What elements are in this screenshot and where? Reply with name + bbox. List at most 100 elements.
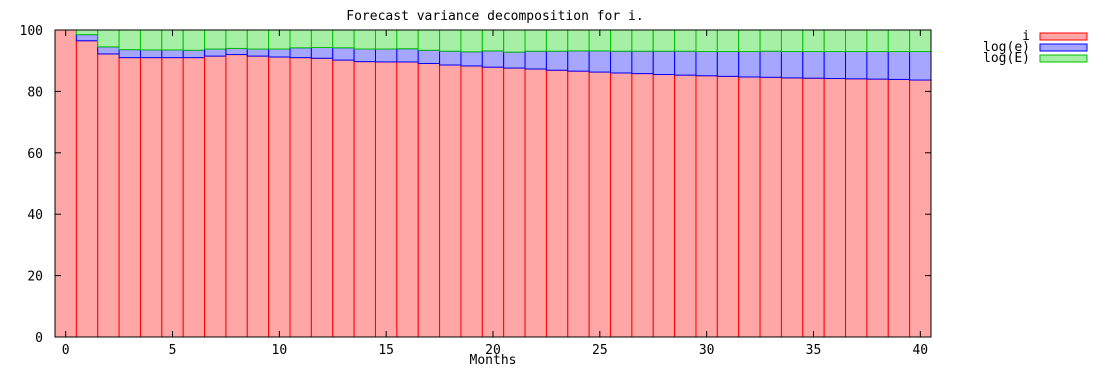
bar-segment-logE-6 [182, 29, 206, 51]
y-tick-label: 0 [35, 331, 43, 346]
bar-segment-i-27 [631, 73, 654, 338]
bar-segment-i-19 [460, 65, 483, 338]
y-tick-label: 60 [27, 147, 43, 162]
bar-segment-loge-20 [481, 50, 505, 68]
bar-segment-i-39 [887, 78, 911, 338]
bar-segment-i-0 [54, 29, 77, 338]
bar-segment-i-33 [759, 76, 782, 338]
bar-segment-i-3 [118, 57, 141, 338]
bar-segment-i-36 [823, 78, 847, 338]
legend-swatch [1039, 43, 1088, 52]
x-tick-label: 25 [592, 343, 608, 358]
bar-segment-loge-14 [353, 48, 376, 63]
bar-segment-i-10 [268, 56, 291, 338]
bar-segment-logE-19 [460, 29, 483, 53]
y-tick-label: 80 [27, 85, 43, 100]
bar-segment-i-28 [652, 74, 676, 338]
bar-segment-loge-21 [503, 51, 526, 69]
bar-segment-loge-31 [716, 50, 740, 77]
y-tick-label: 100 [20, 24, 43, 39]
bar-segment-i-22 [524, 68, 547, 338]
bar-segment-logE-17 [417, 29, 441, 51]
y-tick-label: 40 [27, 208, 43, 223]
bar-segment-loge-39 [887, 50, 911, 80]
bar-segment-loge-26 [610, 50, 633, 74]
bar-segment-logE-34 [780, 29, 804, 52]
bar-segment-loge-11 [289, 47, 312, 59]
bar-segment-loge-22 [524, 50, 547, 70]
bar-segment-loge-32 [738, 50, 761, 78]
bar-segment-i-21 [503, 67, 526, 338]
bar-segment-logE-29 [674, 29, 697, 52]
y-axis: 0 20 40 60 80 100 [20, 24, 931, 346]
bar-segment-loge-27 [631, 50, 654, 75]
bar-segment-logE-4 [139, 29, 163, 51]
bar-segment-logE-13 [332, 29, 355, 49]
bar-segment-loge-17 [417, 49, 441, 64]
bar-segment-loge-6 [182, 49, 206, 59]
bar-segment-i-8 [225, 54, 248, 338]
bar-segment-loge-25 [588, 50, 612, 73]
bar-segment-i-4 [139, 57, 163, 338]
bar-segment-logE-18 [439, 29, 462, 52]
bar-segment-logE-38 [866, 29, 889, 52]
bar-segment-i-12 [310, 57, 334, 338]
bar-segment-logE-8 [225, 29, 248, 49]
bar-segment-i-15 [374, 61, 398, 338]
bar-segment-loge-13 [332, 47, 355, 61]
bar-segment-i-7 [204, 55, 227, 338]
bar-segment-loge-18 [439, 50, 462, 66]
bar-segment-logE-22 [524, 29, 547, 52]
bar-segment-loge-7 [204, 48, 227, 57]
bar-segment-logE-37 [845, 29, 868, 52]
bar-segment-loge-34 [780, 50, 804, 79]
bar-segment-logE-12 [310, 29, 334, 48]
bar-segment-loge-5 [161, 49, 184, 59]
bar-segment-i-20 [481, 66, 505, 338]
legend-label: log(e) [983, 40, 1030, 55]
bar-segment-loge-40 [909, 50, 932, 81]
bar-segment-logE-9 [246, 29, 270, 50]
bar-segment-logE-1 [75, 29, 99, 36]
bar-segment-i-34 [780, 77, 804, 338]
bar-segment-logE-31 [716, 29, 740, 52]
bar-segment-loge-16 [396, 48, 419, 63]
bar-segment-loge-23 [545, 50, 569, 71]
bar-segment-logE-7 [204, 29, 227, 50]
legend-swatch [1039, 32, 1088, 41]
bar-segment-logE-36 [823, 29, 847, 52]
bar-segment-i-29 [674, 74, 697, 338]
x-tick-label: 20 [485, 343, 501, 358]
bar-segment-i-1 [75, 40, 99, 338]
bar-stack-group [54, 29, 932, 338]
bar-segment-loge-8 [225, 47, 248, 56]
x-axis-title: Months [470, 353, 517, 368]
bar-segment-loge-37 [845, 50, 868, 80]
bar-segment-loge-1 [75, 34, 99, 42]
bar-segment-i-5 [161, 57, 184, 338]
bar-segment-logE-14 [353, 29, 376, 50]
bar-segment-loge-9 [246, 48, 270, 57]
bar-segment-loge-29 [674, 50, 697, 76]
bar-segment-i-25 [588, 71, 612, 338]
bar-segment-loge-12 [310, 47, 334, 59]
bar-segment-logE-23 [545, 29, 569, 52]
bar-segment-i-6 [182, 57, 206, 338]
bar-segment-logE-11 [289, 29, 312, 49]
bar-segment-loge-33 [759, 50, 782, 78]
bar-segment-i-14 [353, 61, 376, 338]
legend-label: i [1022, 29, 1030, 44]
bar-segment-i-31 [716, 75, 740, 338]
legend-label: log(E) [983, 51, 1030, 66]
bar-segment-logE-32 [738, 29, 761, 52]
bar-segment-logE-21 [503, 29, 526, 53]
bar-segment-logE-39 [887, 29, 911, 52]
bar-segment-loge-36 [823, 50, 847, 80]
bar-segment-loge-2 [97, 46, 120, 55]
x-tick-label: 5 [169, 343, 177, 358]
bar-segment-i-24 [567, 70, 590, 338]
bar-segment-loge-35 [802, 50, 825, 79]
bar-segment-logE-28 [652, 29, 676, 52]
bar-segment-loge-24 [567, 50, 590, 72]
